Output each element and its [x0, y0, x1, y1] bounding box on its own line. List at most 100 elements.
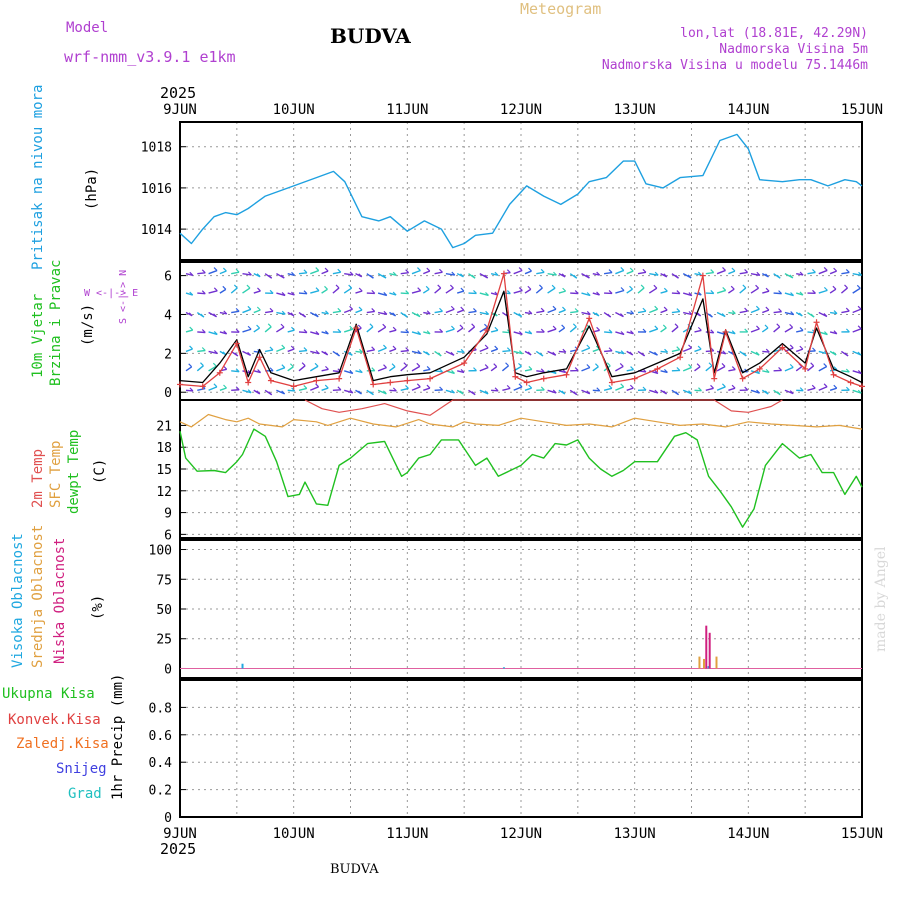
wind-arrow-head	[744, 307, 748, 312]
wind-arrow-head	[471, 391, 476, 396]
wind-arrow	[716, 269, 726, 275]
wind-arrow	[287, 366, 294, 372]
wind-arrow	[377, 292, 387, 297]
wind-arrow-head	[494, 345, 499, 350]
wind-arrow-head	[857, 305, 862, 310]
wind-arrow	[615, 269, 625, 275]
wind-arrow	[332, 271, 341, 275]
wind-arrow-head	[450, 351, 455, 356]
wind-arrow-head	[765, 368, 770, 373]
wind-arrow-head	[494, 326, 499, 331]
wind-arrow	[242, 272, 252, 276]
wind-arrow-head	[223, 365, 228, 370]
y-tick-label: 0.6	[149, 729, 172, 744]
wind-arrow-head	[348, 351, 353, 356]
wind-arrow	[739, 271, 748, 275]
wind-arrow	[705, 271, 714, 275]
wind-arrow-head	[629, 384, 634, 389]
y-tick-label: 100	[149, 544, 172, 559]
wind-arrow	[276, 326, 285, 333]
wind-arrow	[490, 329, 499, 333]
wind-arrow-head	[574, 367, 579, 371]
wind-arrow	[626, 368, 634, 372]
x-day-label: 15JUN	[841, 826, 883, 842]
wind-arrow	[728, 288, 735, 294]
wind-arrow-head	[405, 290, 410, 295]
wind-arrow-head	[336, 352, 340, 357]
wind-arrow-head	[484, 274, 489, 279]
wind-arrow	[287, 389, 295, 392]
wind-arrow	[660, 290, 668, 294]
wind-arrow-head	[405, 384, 409, 389]
wind-arrow-head	[267, 323, 272, 328]
wind-arrow	[637, 287, 645, 294]
wind-arrow	[423, 368, 431, 372]
wind-arrow-head	[325, 310, 329, 315]
wind-arrow-head	[574, 290, 579, 294]
wind-arrow	[604, 271, 613, 275]
wind-arrow-head	[586, 390, 591, 395]
wind-arrow-head	[460, 273, 464, 278]
wind-arrow-head	[688, 311, 693, 315]
wind-arrow-head	[776, 274, 781, 279]
wind-arrow-head	[527, 285, 532, 290]
wind-arrow	[287, 272, 295, 276]
wind-arrow-head	[857, 389, 862, 394]
wind-arrow-head	[290, 312, 295, 317]
wind-arrow	[807, 387, 816, 391]
wind-arrow-head	[337, 307, 342, 312]
wind-arrow-head	[349, 325, 354, 330]
wind-arrow-head	[594, 363, 599, 368]
wind-arrow	[366, 326, 374, 333]
wind-arrow-head	[744, 386, 749, 391]
wind-arrow-head	[213, 383, 218, 388]
y-tick-label: 1014	[141, 223, 172, 238]
y-tick-label: 1016	[141, 182, 172, 197]
wind-arrow-head	[473, 367, 477, 372]
wind-arrow-head	[857, 370, 862, 374]
wind-arrow-head	[845, 328, 850, 333]
wind-arrow-head	[596, 387, 601, 392]
wind-arrow	[728, 387, 736, 391]
wind-arrow	[332, 310, 341, 314]
wind-arrow	[716, 289, 726, 294]
wind-arrow-head	[824, 331, 828, 335]
wind-arrow-head	[799, 345, 804, 350]
wind-arrow-head	[721, 363, 726, 367]
wind-arrow	[581, 366, 591, 372]
wind-arrow	[536, 310, 545, 314]
wind-arrow	[615, 289, 625, 294]
y-tick-label: 25	[156, 633, 172, 648]
wind-arrow-head	[620, 267, 625, 271]
wind-arrow-head	[697, 271, 702, 276]
wind-arrow	[185, 329, 193, 333]
wind-arrow	[694, 366, 701, 372]
wind-arrow-head	[561, 273, 566, 278]
y-tick-label: 12	[156, 485, 172, 500]
wind-arrow	[231, 370, 240, 373]
wind-arrow-head	[188, 363, 193, 368]
wind-arrow	[456, 327, 464, 333]
wind-arrow-head	[608, 384, 613, 389]
wind-arrow-head	[799, 387, 804, 392]
wind-arrow-head	[778, 308, 782, 313]
wind-arrow	[547, 272, 557, 276]
wind-arrow-head	[844, 352, 849, 357]
wind-arrow	[762, 290, 770, 294]
wind-arrow	[479, 311, 489, 316]
wind-arrow	[728, 368, 736, 372]
wind-arrow-head	[845, 386, 850, 391]
wind-arrow	[547, 328, 557, 333]
wind-arrow	[558, 327, 566, 333]
wind-arrow	[558, 370, 566, 374]
wind-arrow-head	[189, 387, 194, 392]
wind-arrow-head	[620, 383, 625, 388]
wind-arrow	[750, 287, 759, 294]
wind-arrow	[479, 326, 488, 333]
wind-arrow-head	[382, 274, 387, 279]
wind-arrow-head	[324, 384, 329, 389]
wind-arrow	[682, 326, 692, 333]
wind-arrow-head	[303, 269, 308, 274]
wind-arrow	[773, 310, 782, 314]
wind-arrow	[366, 349, 375, 353]
